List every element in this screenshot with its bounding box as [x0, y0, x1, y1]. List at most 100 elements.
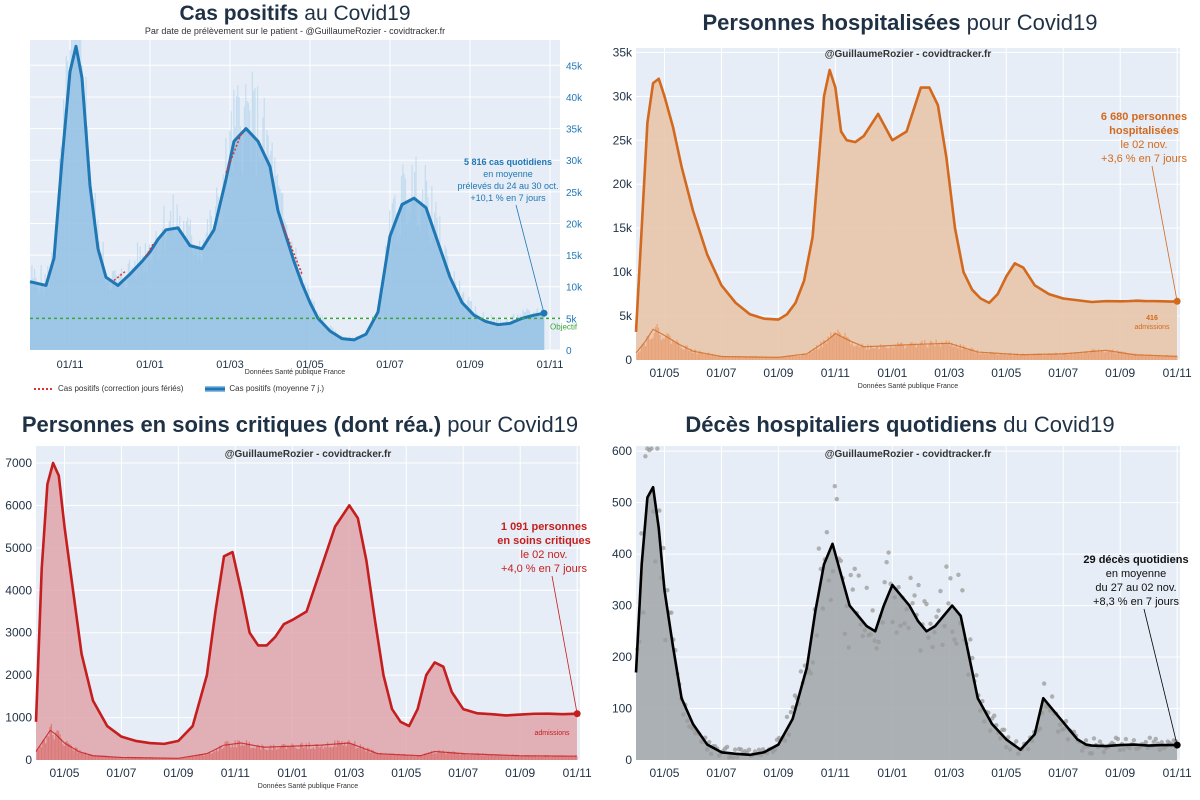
daily-death-point: [954, 641, 959, 646]
admission-bar: [666, 333, 668, 360]
admission-bar: [1169, 355, 1171, 360]
admission-bar: [448, 751, 450, 760]
admission-bar: [904, 348, 906, 360]
admission-bar: [418, 755, 420, 760]
admission-bar: [1109, 349, 1111, 360]
admission-bar: [415, 756, 417, 760]
daily-death-point: [1159, 740, 1164, 745]
admission-bar: [820, 341, 822, 360]
admission-bar: [533, 755, 535, 760]
admission-bar: [425, 753, 427, 760]
admission-bar: [821, 347, 823, 360]
admission-bar: [1159, 354, 1161, 360]
admission-bar: [637, 352, 640, 360]
daily-death-point: [1057, 722, 1063, 727]
admission-bar: [1053, 354, 1056, 360]
daily-death-point: [858, 622, 863, 627]
admission-bar: [636, 353, 638, 360]
admission-bar: [824, 340, 826, 360]
daily-death-point: [1147, 735, 1153, 740]
x-tick-label: 01/09: [1105, 766, 1135, 780]
daily-death-point: [974, 673, 979, 678]
admission-bar: [431, 750, 433, 760]
admission-bar: [66, 741, 68, 760]
admission-bar: [942, 342, 944, 360]
admission-bar: [724, 356, 727, 360]
admission-bar: [445, 754, 447, 760]
y-tick-label: 15k: [613, 221, 633, 235]
annotation-text: hospitalisées: [1109, 125, 1179, 137]
admission-bar: [991, 352, 993, 360]
admission-bar: [104, 755, 107, 760]
admission-bar: [929, 340, 932, 360]
admission-bar: [907, 345, 909, 360]
daily-death-point: [708, 751, 714, 757]
admission-bar: [948, 340, 950, 360]
daily-death-point: [657, 508, 662, 513]
admission-bar: [1031, 355, 1033, 360]
admission-bar: [955, 343, 957, 360]
admission-bar: [543, 755, 545, 760]
admission-bar: [992, 352, 994, 360]
admission-bar: [102, 755, 104, 760]
daily-death-point: [894, 630, 899, 635]
admission-bar: [657, 327, 660, 360]
admission-bar: [652, 337, 654, 360]
admission-bar: [49, 726, 51, 760]
admission-bar: [1065, 352, 1067, 360]
daily-death-point: [874, 646, 879, 651]
admission-bar: [399, 755, 401, 760]
y-tick-label: 5000: [5, 541, 32, 555]
admission-bar: [727, 357, 729, 360]
daily-death-point: [880, 620, 885, 625]
chart-plot-deces: 0 100 200 300 400 500 600 01/05 01/07 01/09 01/11 0…: [612, 444, 1192, 780]
x-tick-label: 01/11: [1163, 366, 1192, 380]
daily-death-point: [906, 625, 911, 631]
admission-bar: [311, 748, 313, 760]
admission-bar: [161, 758, 164, 760]
admission-bar: [891, 346, 893, 360]
admission-bar: [947, 343, 949, 360]
daily-death-point: [950, 629, 955, 634]
admission-bar: [488, 755, 490, 760]
admission-bar: [388, 754, 390, 760]
daily-death-point: [882, 580, 887, 585]
x-tick-label: 01/07: [448, 766, 478, 780]
admission-bar: [285, 749, 287, 760]
admission-bar: [1033, 353, 1036, 360]
daily-death-point: [978, 708, 983, 713]
dotted-correction-line: [113, 270, 127, 281]
admission-bar: [656, 323, 658, 360]
y-tick-label: 30k: [613, 89, 633, 103]
admission-bar: [915, 347, 917, 360]
admission-bar: [1019, 355, 1021, 360]
admission-bar: [147, 758, 149, 760]
admission-bar: [552, 756, 554, 760]
admission-bar: [1052, 354, 1054, 360]
x-tick-label: 01/11: [221, 766, 250, 780]
admission-bar: [347, 741, 349, 760]
y-tick-label: 35k: [613, 45, 633, 59]
admission-bar: [798, 355, 801, 360]
admission-bar: [1005, 353, 1007, 360]
admission-bar: [1013, 354, 1016, 360]
admission-bar: [416, 755, 418, 760]
admission-bar: [717, 356, 719, 360]
chart-panel-hospitalisees: Personnes hospitalisées pour Covid19 0 5k…: [600, 0, 1200, 400]
admission-bar: [298, 748, 300, 760]
admission-bar: [720, 356, 722, 360]
admission-bar: [459, 754, 461, 760]
admission-bar: [1164, 355, 1167, 360]
admission-bar: [435, 753, 437, 760]
daily-death-point: [912, 593, 917, 598]
admission-bar: [433, 752, 436, 760]
admission-bar: [865, 349, 868, 360]
daily-death-point: [724, 744, 730, 750]
y-tick-label: 600: [612, 444, 632, 458]
admission-bar: [119, 757, 121, 760]
admission-bar: [149, 757, 151, 760]
admission-bar: [811, 352, 813, 360]
admission-bar: [831, 335, 833, 360]
admission-line: [635, 328, 1178, 358]
admission-bar: [857, 343, 859, 360]
